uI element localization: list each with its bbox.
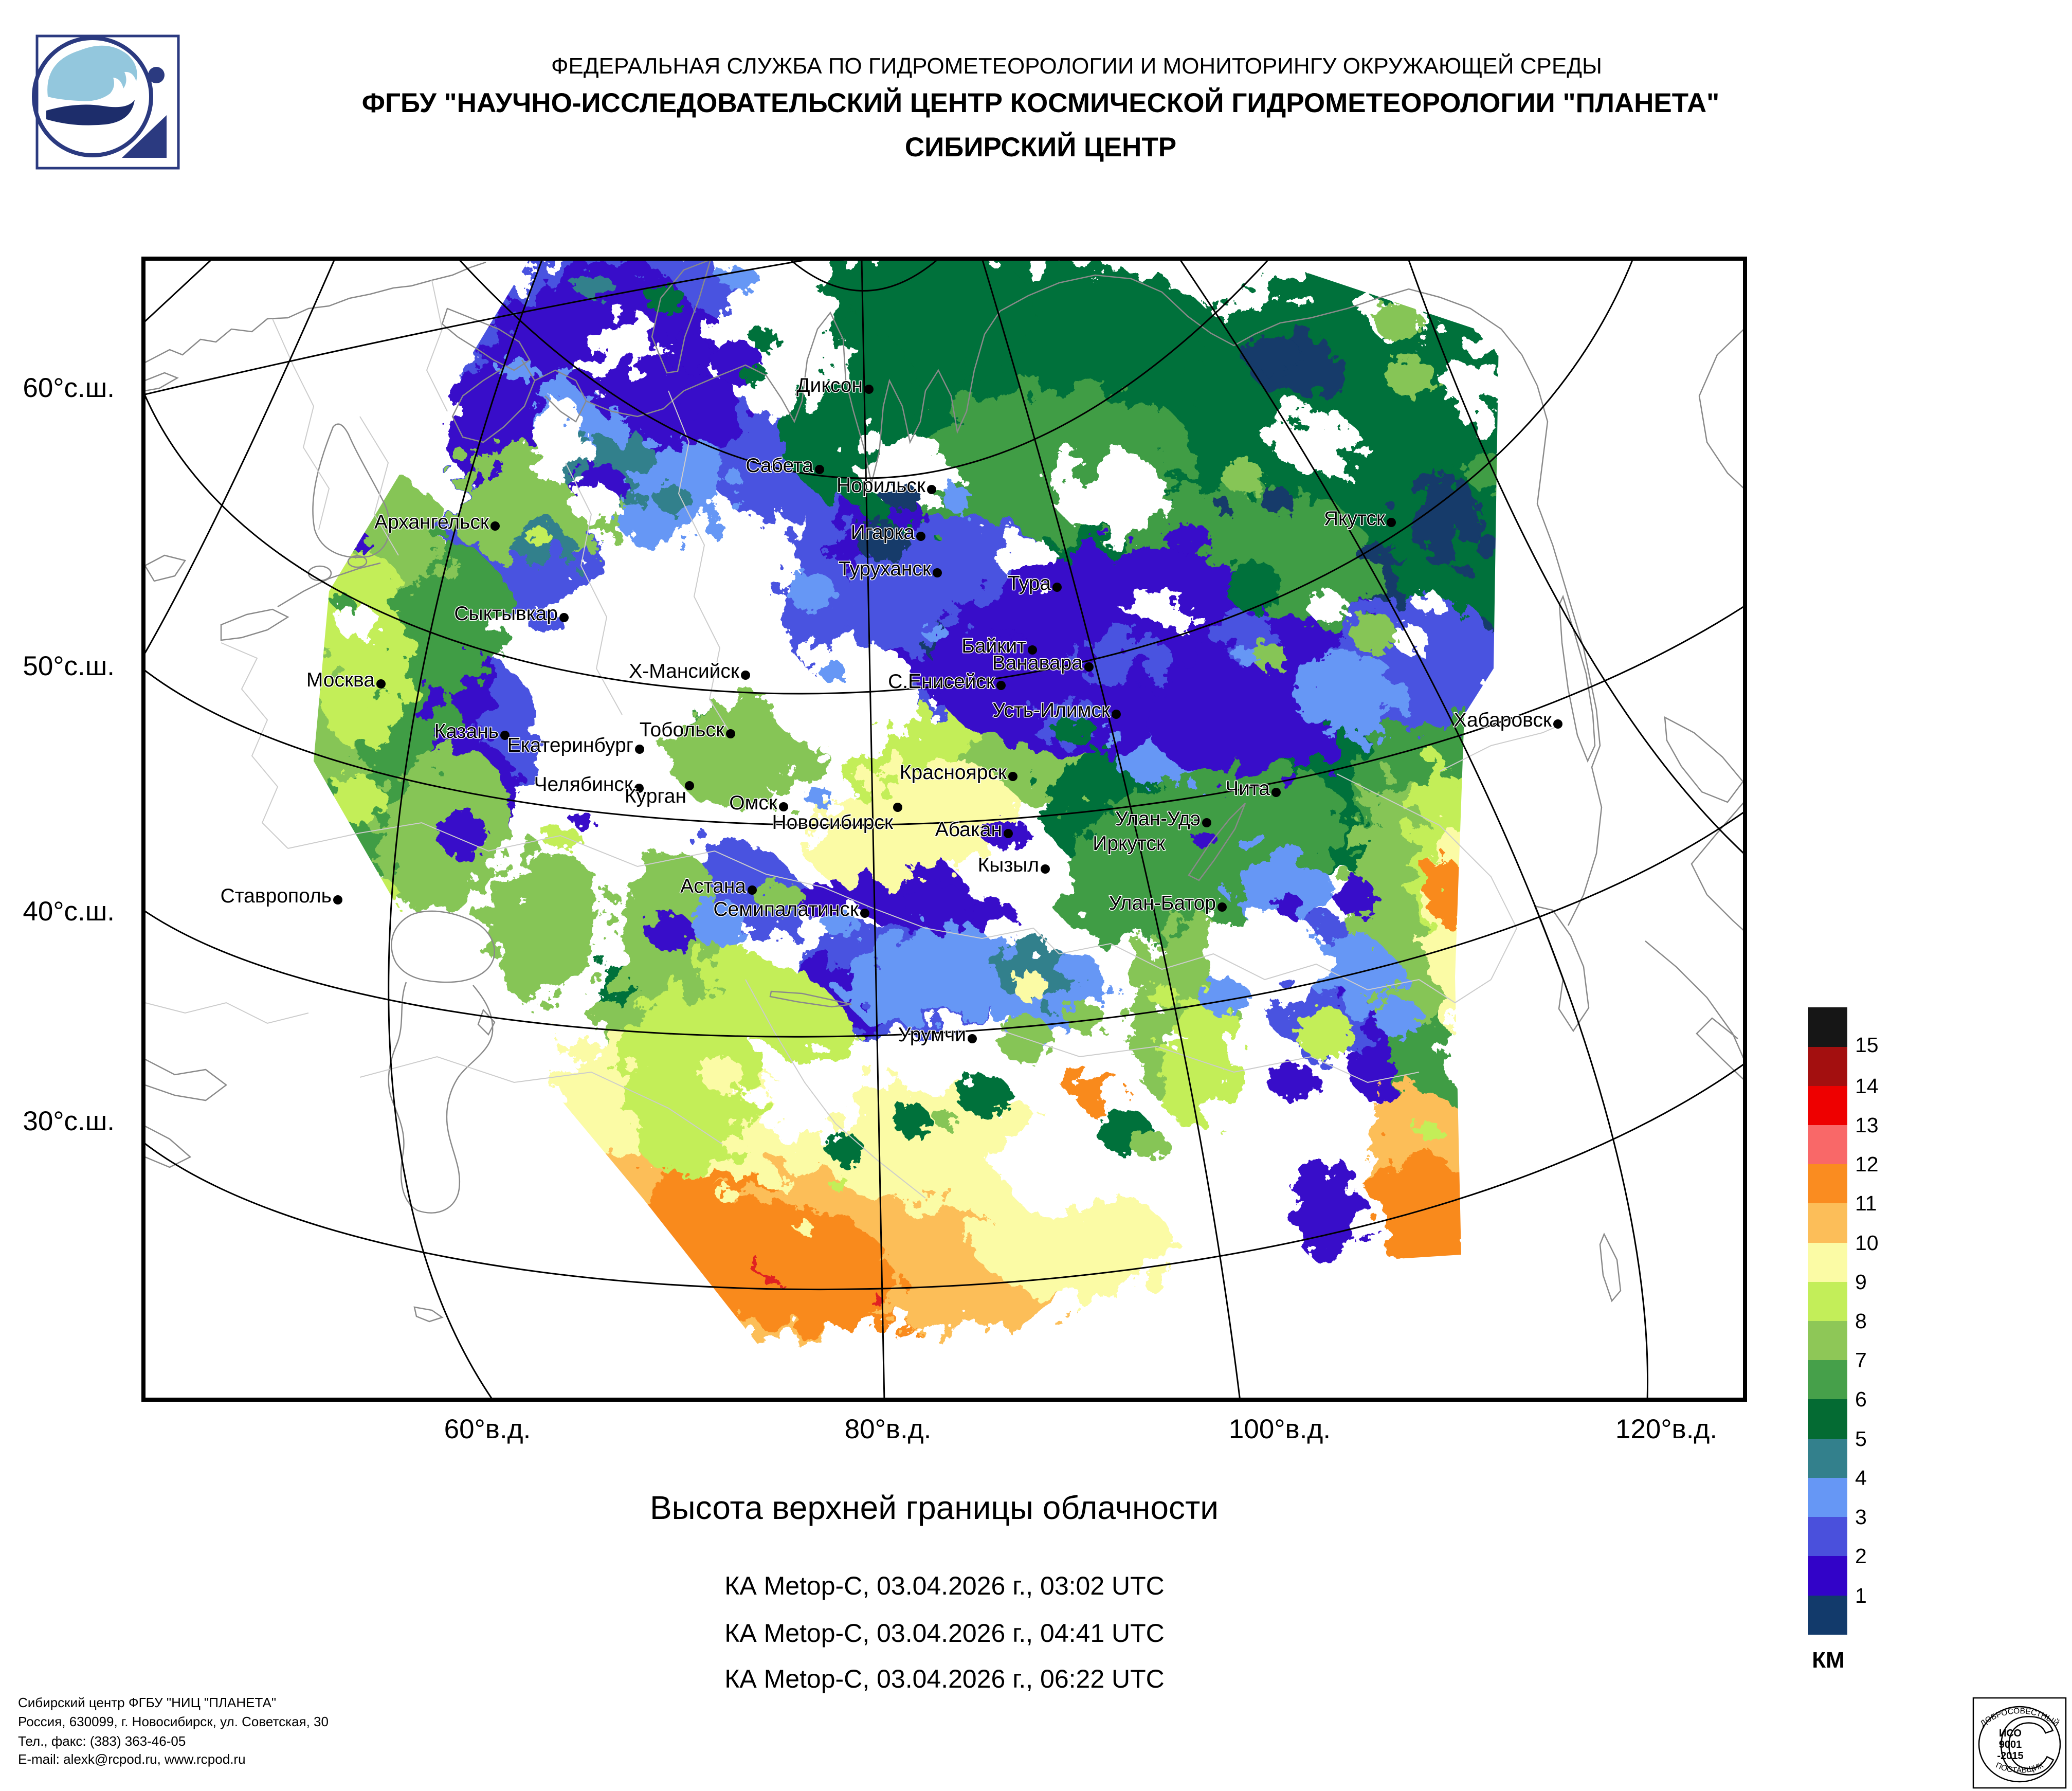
svg-text:Семипалатинск: Семипалатинск	[713, 898, 859, 920]
svg-text:14: 14	[1855, 1074, 1879, 1098]
svg-text:Тел., факс: (383) 363-46-05: Тел., факс: (383) 363-46-05	[18, 1733, 186, 1749]
svg-text:8: 8	[1855, 1309, 1867, 1333]
svg-text:Москва: Москва	[306, 669, 375, 691]
svg-text:40°с.ш.: 40°с.ш.	[23, 896, 115, 927]
svg-text:Урумчи: Урумчи	[898, 1024, 966, 1046]
svg-text:Тобольск: Тобольск	[640, 719, 725, 741]
svg-text:Игарка: Игарка	[851, 521, 915, 544]
svg-text:Диксон: Диксон	[796, 374, 863, 396]
svg-text:60°с.ш.: 60°с.ш.	[23, 373, 115, 403]
svg-text:Туруханск: Туруханск	[839, 558, 932, 580]
svg-text:E-mail: alexk@rcpod.ru, www.rc: E-mail: alexk@rcpod.ru, www.rcpod.ru	[18, 1751, 246, 1767]
svg-text:Сыктывкар: Сыктывкар	[454, 603, 558, 625]
svg-text:4: 4	[1855, 1466, 1867, 1490]
svg-text:Тура: Тура	[1008, 572, 1051, 594]
svg-text:-2015: -2015	[1997, 1750, 2023, 1762]
svg-text:Курган: Курган	[625, 785, 686, 807]
svg-text:9001: 9001	[1999, 1739, 2022, 1750]
svg-text:10: 10	[1855, 1231, 1879, 1255]
svg-text:1: 1	[1855, 1584, 1867, 1607]
svg-text:15: 15	[1855, 1033, 1879, 1057]
svg-text:Омск: Омск	[729, 792, 778, 814]
svg-text:3: 3	[1855, 1505, 1867, 1529]
svg-text:Екатеринбург: Екатеринбург	[507, 734, 633, 756]
svg-text:100°в.д.: 100°в.д.	[1229, 1414, 1331, 1444]
svg-text:СИБИРСКИЙ ЦЕНТР: СИБИРСКИЙ ЦЕНТР	[905, 131, 1176, 162]
svg-text:Архангельск: Архангельск	[374, 511, 489, 533]
svg-text:Чита: Чита	[1225, 777, 1270, 800]
svg-text:КА Metop-C, 03.04.2026 г., 04:: КА Metop-C, 03.04.2026 г., 04:41 UTC	[724, 1619, 1165, 1648]
svg-text:ИСО: ИСО	[1999, 1728, 2022, 1739]
svg-text:13: 13	[1855, 1113, 1879, 1137]
svg-text:11: 11	[1855, 1191, 1877, 1215]
svg-text:2: 2	[1855, 1544, 1867, 1568]
svg-text:Астана: Астана	[680, 875, 746, 897]
svg-text:Хабаровск: Хабаровск	[1453, 709, 1552, 731]
svg-text:КМ: КМ	[1812, 1648, 1845, 1673]
svg-text:ФГБУ "НАУЧНО-ИССЛЕДОВАТЕЛЬСКИЙ: ФГБУ "НАУЧНО-ИССЛЕДОВАТЕЛЬСКИЙ ЦЕНТР КОС…	[362, 87, 1719, 118]
svg-text:12: 12	[1855, 1152, 1879, 1176]
svg-text:Красноярск: Красноярск	[900, 762, 1007, 784]
svg-text:Усть-Илимск: Усть-Илимск	[992, 699, 1111, 721]
svg-text:КА Metop-C, 03.04.2026 г., 06:: КА Metop-C, 03.04.2026 г., 06:22 UTC	[724, 1665, 1165, 1693]
svg-text:Улан-Удэ: Улан-Удэ	[1115, 808, 1201, 830]
svg-text:ФЕДЕРАЛЬНАЯ СЛУЖБА ПО ГИДРОМЕТ: ФЕДЕРАЛЬНАЯ СЛУЖБА ПО ГИДРОМЕТЕОРОЛОГИИ …	[551, 52, 1602, 79]
svg-text:Улан-Батор: Улан-Батор	[1109, 892, 1216, 914]
svg-text:Байкит: Байкит	[961, 635, 1026, 657]
svg-text:Абакан: Абакан	[935, 819, 1002, 841]
svg-text:80°в.д.: 80°в.д.	[845, 1414, 932, 1444]
svg-text:120°в.д.: 120°в.д.	[1615, 1414, 1717, 1444]
svg-text:Высота верхней границы облачно: Высота верхней границы облачности	[650, 1489, 1219, 1526]
svg-text:Сибирский центр ФГБУ "НИЦ "ПЛА: Сибирский центр ФГБУ "НИЦ "ПЛАНЕТА"	[18, 1695, 276, 1710]
svg-text:Иркутск: Иркутск	[1093, 833, 1166, 855]
svg-text:Х-Мансийск: Х-Мансийск	[629, 660, 740, 682]
svg-text:7: 7	[1855, 1348, 1867, 1372]
svg-text:Норильск: Норильск	[837, 475, 926, 497]
svg-text:Ставрополь: Ставрополь	[221, 885, 332, 907]
svg-text:С.Енисейск: С.Енисейск	[888, 671, 995, 693]
svg-text:Челябинск: Челябинск	[534, 773, 633, 795]
svg-text:Новосибирск: Новосибирск	[772, 811, 894, 834]
svg-text:Казань: Казань	[434, 720, 499, 743]
svg-text:С: С	[1997, 1699, 2057, 1791]
svg-text:Якутск: Якутск	[1324, 508, 1386, 530]
svg-text:6: 6	[1855, 1387, 1867, 1411]
svg-text:Сабета: Сабета	[746, 455, 813, 477]
svg-text:5: 5	[1855, 1427, 1867, 1451]
svg-text:30°с.ш.: 30°с.ш.	[23, 1106, 115, 1136]
svg-text:Россия, 630099, г. Новосибирск: Россия, 630099, г. Новосибирск, ул. Сове…	[18, 1714, 329, 1729]
svg-text:50°с.ш.: 50°с.ш.	[23, 651, 115, 681]
svg-text:60°в.д.: 60°в.д.	[444, 1414, 531, 1444]
svg-text:Ванавара: Ванавара	[992, 652, 1083, 674]
svg-text:КА Metop-C, 03.04.2026 г., 03:: КА Metop-C, 03.04.2026 г., 03:02 UTC	[724, 1571, 1165, 1600]
svg-text:Кызыл: Кызыл	[978, 854, 1039, 876]
svg-text:9: 9	[1855, 1270, 1867, 1294]
